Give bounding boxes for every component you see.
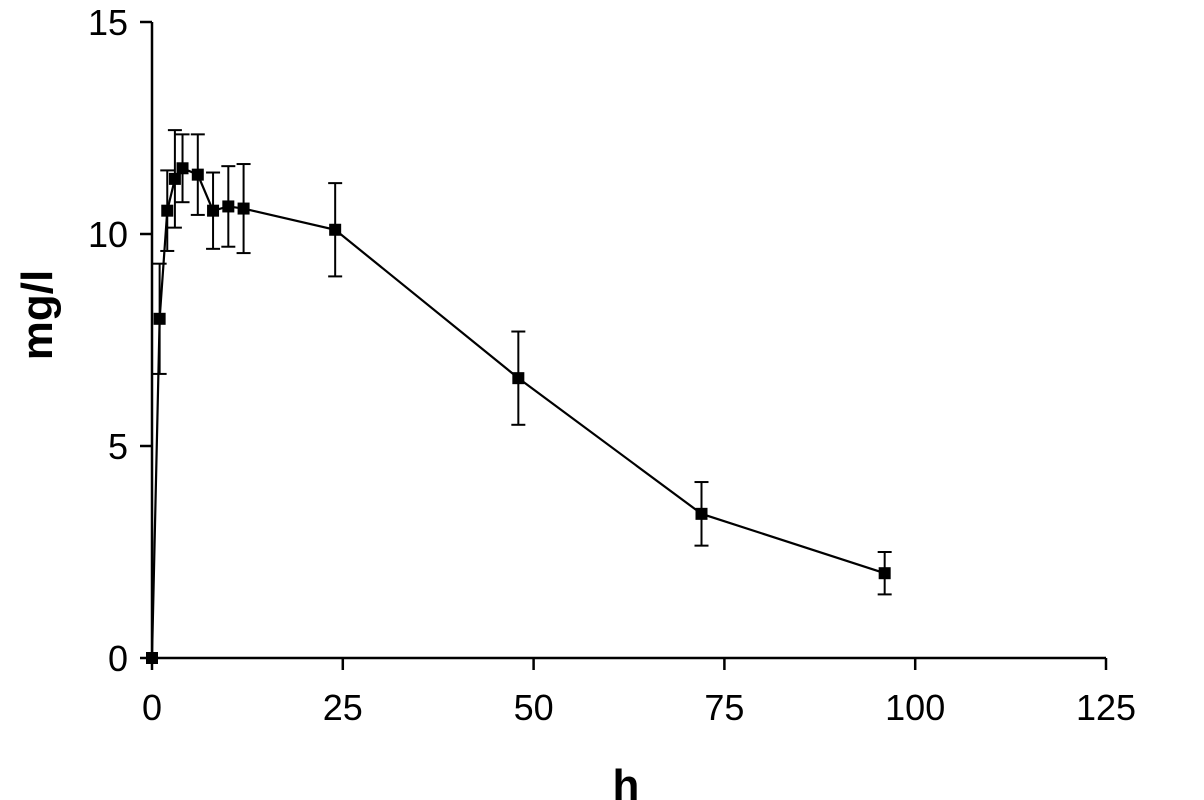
data-point-marker <box>878 567 891 580</box>
data-point-marker <box>512 372 525 385</box>
data-point-marker <box>153 312 166 325</box>
x-tick-label: 125 <box>1076 687 1136 728</box>
data-point-marker <box>329 223 342 236</box>
data-point-marker <box>146 652 158 664</box>
data-point-marker <box>695 507 708 520</box>
axes <box>150 22 1106 660</box>
ticks: 0 25 50 75 100 125 0 5 10 15 <box>88 2 1136 728</box>
data-point-marker <box>237 202 250 215</box>
data-point-marker <box>207 204 220 217</box>
y-tick-label: 5 <box>108 426 128 467</box>
data-point-marker <box>168 172 181 185</box>
x-tick-label: 100 <box>885 687 945 728</box>
data-point-marker <box>191 168 204 181</box>
error-bars <box>152 129 892 596</box>
x-tick-label: 75 <box>704 687 744 728</box>
x-tick-label: 50 <box>514 687 554 728</box>
data-point-marker <box>222 200 235 213</box>
y-tick-label: 15 <box>88 2 128 43</box>
y-tick-label: 10 <box>88 214 128 255</box>
data-point-marker <box>161 204 174 217</box>
data-point-marker <box>176 162 189 175</box>
x-tick-label: 0 <box>142 687 162 728</box>
y-tick-label: 0 <box>108 638 128 679</box>
x-axis-title: h <box>613 761 640 800</box>
data-markers <box>146 162 891 664</box>
y-axis-title: mg/l <box>13 270 62 360</box>
x-tick-label: 25 <box>323 687 363 728</box>
